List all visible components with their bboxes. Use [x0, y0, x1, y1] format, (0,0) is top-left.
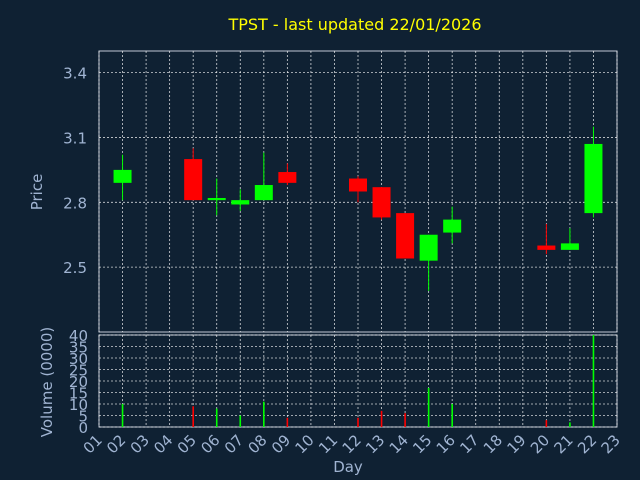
x-tick-label: 14 [386, 431, 412, 457]
candle-body [419, 234, 438, 261]
candle [372, 187, 391, 220]
candle-body [184, 159, 203, 201]
x-tick-label: 22 [574, 431, 600, 457]
chart-title: TPST - last updated 22/01/2026 [227, 15, 481, 34]
x-tick-label: 19 [503, 431, 529, 457]
x-tick-label: 11 [315, 431, 341, 457]
volume-bar [545, 420, 548, 427]
candle-body [254, 185, 273, 201]
price-tick-label: 3.1 [63, 129, 87, 147]
volume-bar-series [121, 335, 595, 427]
candle-body [537, 245, 556, 250]
volume-bar [239, 415, 242, 427]
volume-bar [380, 410, 383, 427]
x-tick-label: 03 [127, 431, 153, 457]
x-tick-label: 15 [409, 431, 435, 457]
candle-body [349, 178, 367, 192]
volume-bar [263, 401, 265, 427]
x-tick-label: 02 [103, 431, 129, 457]
volume-bar [215, 408, 218, 427]
volume-tick-label: 40 [69, 327, 88, 345]
candle-body [207, 197, 226, 201]
axis-tick-labels: 2.52.83.13.40510152025303540010203040506… [63, 65, 624, 458]
volume-tick-label: 10 [69, 396, 88, 414]
x-tick-label: 07 [221, 431, 247, 457]
candle [113, 154, 132, 201]
x-tick-label: 08 [244, 431, 270, 457]
volume-bar [427, 387, 430, 427]
candle [560, 228, 579, 250]
price-tick-label: 3.4 [63, 65, 87, 83]
x-axis-label: Day [333, 458, 363, 476]
candle [396, 213, 415, 259]
x-tick-label: 23 [598, 431, 624, 457]
x-tick-label: 16 [433, 431, 459, 457]
candle [184, 148, 203, 201]
volume-axis-label: Volume (0000) [38, 327, 56, 437]
candle-body [396, 213, 415, 259]
volume-bar [357, 417, 359, 427]
volume-tick-label: 0 [78, 419, 88, 437]
volume-tick-label: 20 [69, 373, 88, 391]
volume-tick-label: 5 [78, 408, 88, 426]
candle [349, 176, 367, 203]
candle-body [231, 200, 250, 205]
volume-tick-label: 25 [69, 362, 88, 380]
candle [254, 152, 273, 201]
candle [231, 189, 250, 211]
candle [443, 206, 462, 244]
x-tick-label: 20 [527, 431, 553, 457]
volume-bar [404, 413, 406, 427]
candle-body [584, 143, 603, 214]
x-tick-label: 17 [456, 431, 482, 457]
candle [419, 234, 438, 291]
x-tick-label: 13 [362, 431, 388, 457]
x-tick-label: 12 [339, 431, 365, 457]
volume-bar [569, 422, 571, 427]
volume-tick-label: 35 [69, 339, 88, 357]
x-tick-label: 05 [174, 431, 200, 457]
price-tick-label: 2.8 [63, 194, 87, 212]
candle-body [278, 172, 297, 183]
x-tick-label: 10 [292, 431, 318, 457]
candle [207, 178, 226, 216]
x-tick-label: 18 [480, 431, 506, 457]
volume-grid [98, 334, 618, 428]
candlestick-series [113, 126, 603, 291]
volume-bar [451, 404, 453, 427]
candle [537, 223, 556, 255]
x-tick-label: 09 [268, 431, 294, 457]
price-axis-label: Price [28, 174, 46, 211]
x-tick-label: 21 [551, 431, 577, 457]
volume-bar [286, 417, 289, 427]
candle-body [560, 243, 579, 250]
candle [584, 126, 603, 218]
candle [278, 163, 297, 186]
volume-tick-label: 15 [69, 385, 88, 403]
x-tick-label: 04 [150, 431, 176, 457]
volume-bar [592, 335, 595, 427]
price-tick-label: 2.5 [63, 259, 87, 277]
candle-body [443, 219, 462, 233]
x-tick-label: 06 [197, 431, 223, 457]
volume-tick-label: 30 [69, 350, 88, 368]
volume-bar [121, 404, 124, 427]
candle-body [113, 169, 132, 183]
volume-bar [192, 406, 194, 427]
candle-body [372, 187, 391, 218]
